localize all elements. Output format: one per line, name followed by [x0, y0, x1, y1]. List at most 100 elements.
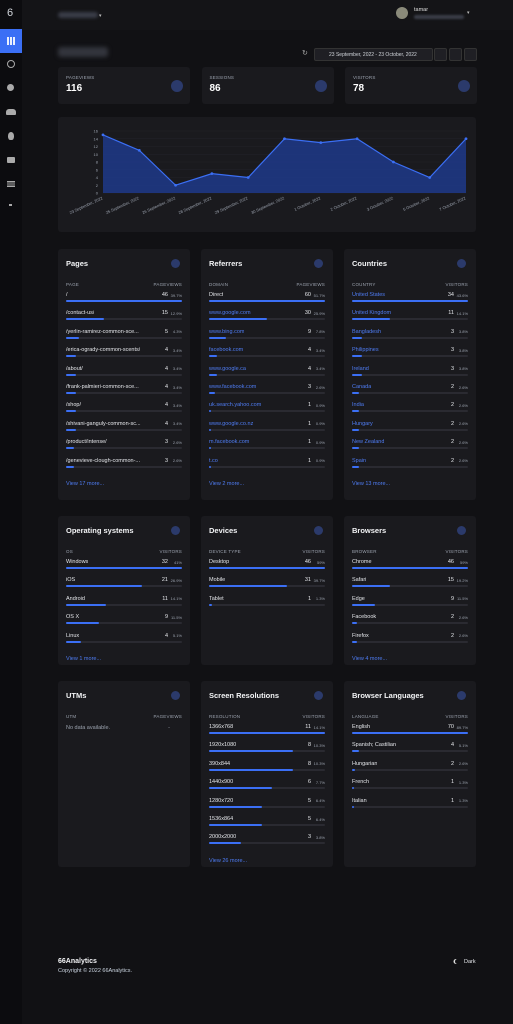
card-icon	[171, 691, 180, 700]
column-header: COUNTRY	[352, 282, 376, 287]
row-percent: 0.9%	[315, 402, 325, 408]
row-value: 32	[161, 559, 168, 565]
data-card: Browsers BROWSER VISITORS Chrome 46 59% Safari…	[344, 516, 476, 665]
row-label[interactable]: Bangladesh	[352, 328, 382, 335]
empty-value: -	[168, 725, 170, 731]
row-label[interactable]: United States	[352, 292, 386, 298]
x-tick-label: 3 October, 2022	[366, 195, 395, 212]
row-label[interactable]: Hungary	[352, 420, 373, 427]
user-name[interactable]: tamar	[414, 7, 429, 13]
row-label[interactable]: Spain	[352, 457, 367, 464]
row-value: 4	[307, 365, 311, 372]
row-value: 3	[450, 365, 454, 372]
row-label[interactable]: t.co	[209, 457, 218, 464]
row-value: 30	[304, 310, 311, 317]
sidebar: 6	[0, 0, 22, 1024]
bar-track	[209, 336, 325, 339]
row-value: 5	[307, 816, 311, 822]
nav-icon[interactable]	[9, 204, 12, 206]
row-label[interactable]: www.facebook.com	[209, 384, 257, 390]
bar	[66, 640, 81, 643]
y-tick-label: 10	[94, 152, 99, 157]
view-more[interactable]: View 1 more...	[66, 656, 102, 662]
row-label[interactable]: www.google.com	[209, 310, 251, 317]
filter-button[interactable]	[434, 48, 447, 61]
refresh[interactable]: ↻	[302, 50, 308, 57]
date-picker[interactable]: 23 September, 2022 - 23 October, 2022	[314, 48, 433, 61]
avatar[interactable]	[396, 7, 408, 19]
bar	[209, 373, 217, 376]
row-percent: 10.3%	[313, 742, 325, 748]
bar	[209, 392, 215, 394]
bar-track	[66, 622, 182, 625]
card-icon	[457, 691, 466, 700]
bar	[209, 585, 288, 588]
nav-icon[interactable]	[7, 181, 15, 187]
row-percent: 3.4%	[315, 366, 325, 372]
export-button[interactable]	[464, 48, 477, 61]
row-percent: 3.8%	[458, 329, 468, 335]
row-label[interactable]: United Kingdom	[352, 310, 392, 317]
row-value: 60	[304, 292, 311, 298]
row-label[interactable]: facebook.com	[209, 347, 244, 354]
row-percent: 26.9%	[170, 577, 182, 583]
row-percent: 14.1%	[456, 310, 468, 316]
nav-icon[interactable]	[6, 109, 16, 115]
row-label[interactable]: uk.search.yahoo.com	[209, 402, 262, 409]
view-more[interactable]: View 4 more...	[352, 656, 388, 662]
data-card: UTMs UTM PAGEVIEWS No data available. -	[58, 681, 190, 867]
row-percent: 2.6%	[172, 439, 182, 445]
site-selector[interactable]	[58, 12, 98, 18]
view-more[interactable]: View 26 more...	[209, 857, 248, 864]
y-tick-label: 4	[96, 175, 99, 180]
row-value: 4	[164, 420, 168, 427]
row-percent: 3.4%	[315, 347, 325, 353]
bar	[352, 603, 375, 606]
stat-value: 78	[353, 83, 365, 94]
bar	[209, 768, 294, 771]
data-card: Referrers DOMAIN PAGEVIEWS Direct 60 51.7% www…	[201, 249, 333, 500]
row-label[interactable]: Ireland	[352, 365, 369, 372]
column-header: VISITORS	[159, 549, 182, 554]
nav-icon[interactable]	[7, 60, 15, 68]
card-title: Browser Languages	[352, 691, 424, 700]
row-label[interactable]: India	[352, 402, 364, 409]
view-more[interactable]: View 17 more...	[66, 481, 105, 487]
row-label: 2000x2000	[209, 834, 237, 841]
row-percent: 1.3%	[458, 779, 468, 785]
row-label[interactable]: www.bing.com	[209, 328, 245, 335]
row-value: 2	[450, 457, 454, 464]
stat-icon	[458, 80, 470, 92]
bar	[352, 732, 468, 734]
bar	[209, 750, 294, 753]
row-label[interactable]: www.google.ca	[209, 365, 246, 372]
bar-track	[209, 410, 325, 413]
nav-icon[interactable]	[7, 157, 15, 163]
row-label[interactable]: www.google.co.nz	[209, 420, 254, 427]
row-label[interactable]: Philippines	[352, 347, 379, 354]
nav-icon[interactable]	[7, 84, 14, 91]
card-title: UTMs	[66, 691, 87, 700]
theme-toggle[interactable]: Dark	[464, 959, 476, 965]
row-label[interactable]: m.facebook.com	[209, 439, 250, 446]
bar-track	[66, 465, 182, 468]
export-button[interactable]	[449, 48, 462, 61]
row-percent: 1.3%	[315, 596, 325, 602]
row-label[interactable]: New Zealand	[352, 439, 385, 446]
row-label[interactable]: Canada	[352, 384, 372, 390]
row-label: 1440x900	[209, 779, 234, 786]
nav-icon[interactable]	[8, 132, 14, 140]
bar-track	[209, 824, 325, 826]
row-value: 6	[307, 779, 311, 786]
column-header: RESOLUTION	[209, 714, 241, 719]
row-percent: 51.7%	[313, 292, 325, 298]
bar-track	[352, 373, 468, 376]
date-range: 23 September, 2022 - 23 October, 2022	[329, 52, 417, 58]
view-more[interactable]: View 13 more...	[352, 481, 391, 487]
bar-track	[352, 336, 468, 339]
data-card: Browser Languages LANGUAGE VISITORS English…	[344, 681, 476, 867]
row-percent: 5.1%	[172, 633, 182, 639]
row-value: 46	[304, 559, 311, 565]
view-more[interactable]: View 2 more...	[209, 481, 245, 487]
